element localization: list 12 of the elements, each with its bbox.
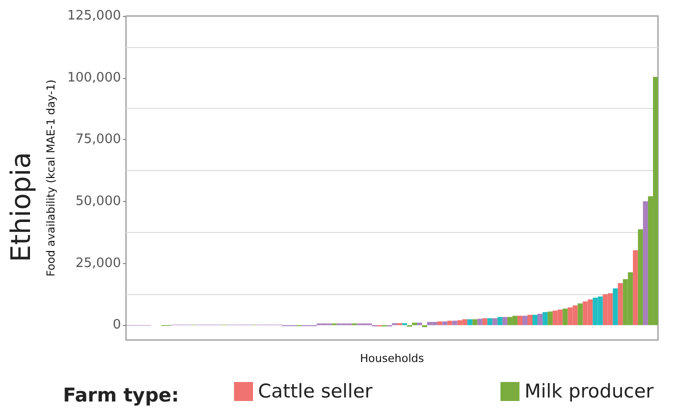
y-axis-title: Food availability (kcal MAE-1 day-1) — [44, 80, 58, 276]
y-tick-label: 0 — [112, 318, 121, 333]
y-tick-label: 75,000 — [76, 132, 121, 148]
y-tick-label: 125,000 — [67, 8, 121, 24]
y-tick-label: 25,000 — [76, 256, 121, 271]
x-axis-title: Households — [360, 352, 424, 365]
legend-label: Milk producer — [524, 380, 654, 402]
text: Ethiopia — [6, 152, 37, 262]
y-tick-label: 100,000 — [67, 70, 121, 86]
y-tick-label: 50,000 — [76, 194, 121, 209]
legend-title: Farm type: — [63, 384, 180, 406]
legend-label: Cattle seller — [258, 380, 373, 402]
